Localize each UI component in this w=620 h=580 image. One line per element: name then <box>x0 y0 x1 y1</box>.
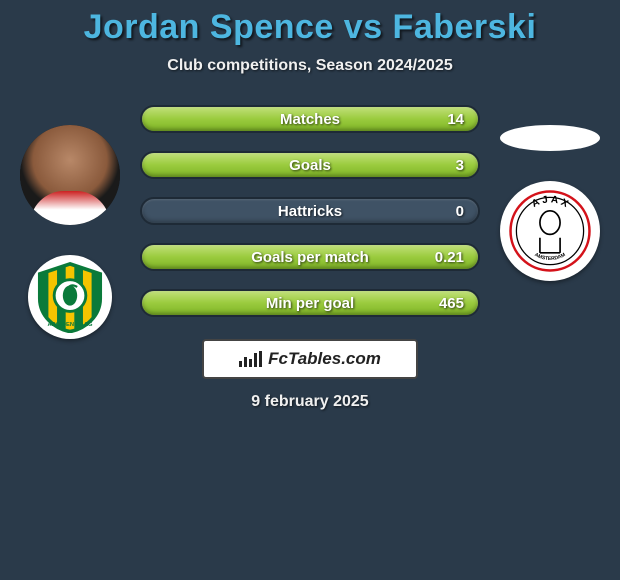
left-player-avatar <box>20 125 120 225</box>
stat-label: Hattricks <box>278 203 342 220</box>
stat-value-right: 0 <box>456 203 464 220</box>
stat-label: Min per goal <box>266 295 354 312</box>
card: Jordan Spence vs Faberski Club competiti… <box>0 0 620 411</box>
stat-bar: Goals per match 0.21 <box>140 243 480 271</box>
stats-bars: Matches 14 Goals 3 Hattricks 0 Goals per match… <box>140 105 480 317</box>
date-text: 9 february 2025 <box>0 393 620 411</box>
left-player-column: ADO DEN HAAG <box>10 125 130 339</box>
stat-value-right: 14 <box>447 111 464 128</box>
right-club-crest: A J A X AMSTERDAM <box>500 181 600 281</box>
stat-label: Goals <box>289 157 331 174</box>
stat-value-right: 3 <box>456 157 464 174</box>
ado-crest-icon: ADO DEN HAAG <box>34 261 106 333</box>
stat-label: Matches <box>280 111 340 128</box>
brand-text: FcTables.com <box>268 349 381 369</box>
player-head-icon <box>20 125 120 225</box>
left-club-crest: ADO DEN HAAG <box>28 255 112 339</box>
stat-bar: Hattricks 0 <box>140 197 480 225</box>
ajax-crest-icon: A J A X AMSTERDAM <box>508 189 592 273</box>
stat-value-right: 0.21 <box>435 249 464 266</box>
right-player-avatar <box>500 125 600 151</box>
right-player-column: A J A X AMSTERDAM <box>490 125 610 281</box>
bars-icon <box>239 351 262 367</box>
subtitle: Club competitions, Season 2024/2025 <box>0 57 620 75</box>
stat-bar: Goals 3 <box>140 151 480 179</box>
stat-bar: Matches 14 <box>140 105 480 133</box>
stat-value-right: 465 <box>439 295 464 312</box>
svg-text:ADO DEN HAAG: ADO DEN HAAG <box>47 322 93 328</box>
stat-label: Goals per match <box>251 249 369 266</box>
brand-badge: FcTables.com <box>202 339 418 379</box>
page-title: Jordan Spence vs Faberski <box>0 8 620 47</box>
stat-bar: Min per goal 465 <box>140 289 480 317</box>
